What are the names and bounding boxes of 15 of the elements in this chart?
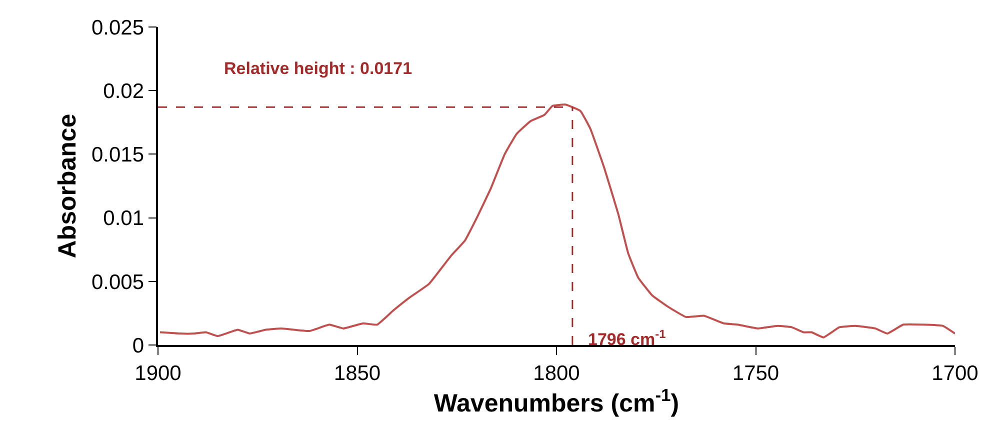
y-tick-label: 0.015 xyxy=(91,144,144,167)
y-tick-label: 0.01 xyxy=(103,207,144,230)
x-axis-title: Wavenumbers (cm$^{-1}$) xyxy=(434,384,680,418)
annotation: Relative height : 0.0171 xyxy=(224,59,412,78)
x-tick-label: 1750 xyxy=(732,362,780,385)
x-tick-label: 1700 xyxy=(932,362,978,385)
y-tick-label: 0.02 xyxy=(103,80,144,103)
x-tick-label: 1800 xyxy=(533,362,580,385)
y-tick-label: 0.005 xyxy=(91,270,144,294)
ref-line-label: 1796 cm$^{-1}$ xyxy=(588,327,666,350)
x-tick-label: 1850 xyxy=(334,362,381,385)
x-tick-label: 1900 xyxy=(134,362,182,385)
y-tick-label: 0.025 xyxy=(91,16,144,40)
y-tick-label: 0 xyxy=(132,334,144,358)
y-axis-title: Absorbance xyxy=(54,114,82,258)
